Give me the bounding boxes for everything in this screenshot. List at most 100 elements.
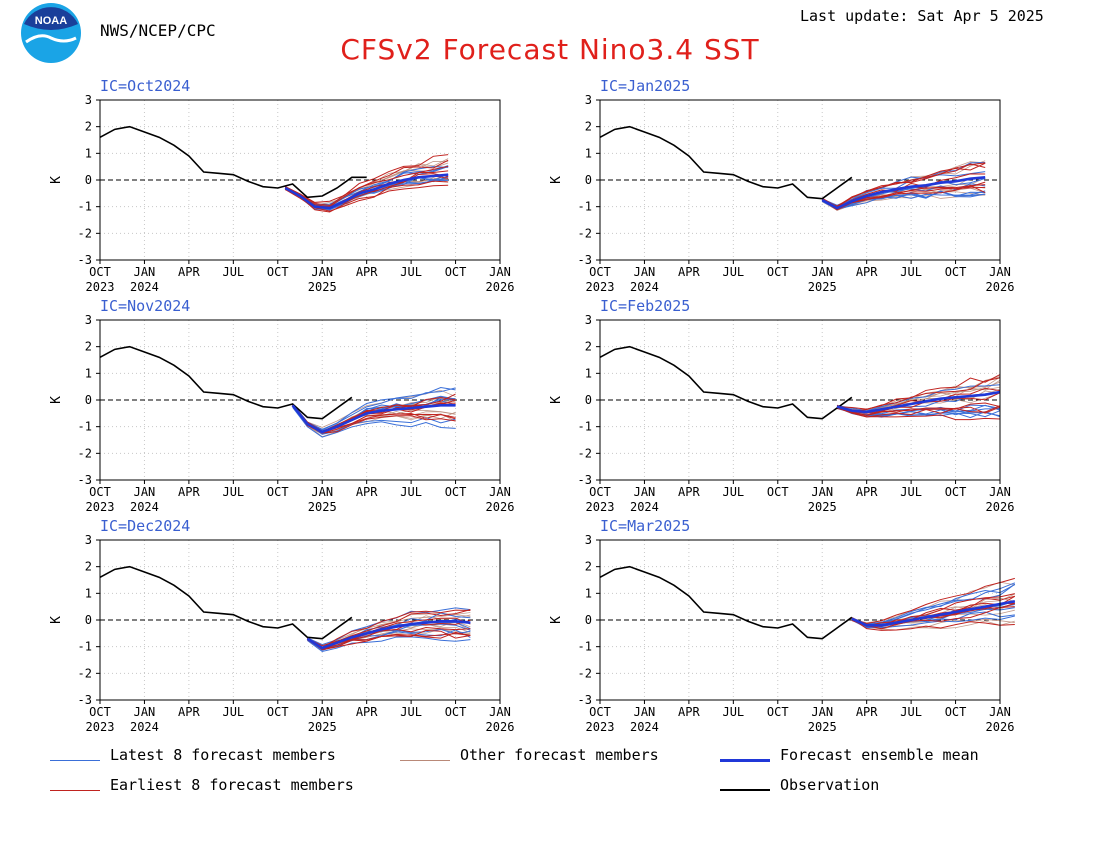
y-tick-label: -3 xyxy=(78,693,92,707)
y-tick-label: 1 xyxy=(85,586,92,600)
member-line-earliest xyxy=(851,606,1015,630)
x-tick-label: APR xyxy=(356,485,378,499)
member-line-earliest xyxy=(851,577,1015,624)
x-tick-label: APR xyxy=(178,485,200,499)
y-tick-label: 2 xyxy=(585,340,592,354)
legend-observation: Observation xyxy=(780,776,880,794)
legend-observation-swatch xyxy=(720,789,770,791)
y-tick-label: -2 xyxy=(578,226,592,240)
ensemble-mean-line xyxy=(291,404,456,434)
member-line-other xyxy=(307,614,471,648)
x-tick-label: JUL xyxy=(400,265,422,279)
x-tick-label: JAN xyxy=(989,485,1011,499)
y-tick-label: 3 xyxy=(585,93,592,107)
member-line-earliest xyxy=(836,404,1001,417)
y-tick-label: 3 xyxy=(585,533,592,547)
x-tick-year: 2024 xyxy=(130,720,159,734)
x-tick-label: JUL xyxy=(222,485,244,499)
x-tick-label: OCT xyxy=(445,705,467,719)
x-tick-label: JAN xyxy=(634,265,656,279)
x-tick-year: 2026 xyxy=(986,720,1015,734)
y-tick-label: 2 xyxy=(85,560,92,574)
y-tick-label: 1 xyxy=(585,146,592,160)
y-tick-label: 3 xyxy=(85,313,92,327)
x-tick-label: OCT xyxy=(267,265,289,279)
y-tick-label: -2 xyxy=(78,446,92,460)
plot-frame xyxy=(99,99,501,261)
x-tick-label: OCT xyxy=(589,485,611,499)
member-line-earliest xyxy=(851,593,1015,627)
y-tick-label: -2 xyxy=(578,666,592,680)
y-tick-label: 2 xyxy=(585,120,592,134)
chart-title: CFSv2 Forecast Nino3.4 SST xyxy=(340,33,760,66)
x-tick-label: OCT xyxy=(267,705,289,719)
member-line-other xyxy=(851,618,1015,631)
member-line-earliest xyxy=(836,377,1001,412)
member-line-latest xyxy=(851,615,1015,629)
member-line-other xyxy=(292,389,456,428)
legend-other-swatch xyxy=(400,760,450,761)
x-tick-label: APR xyxy=(678,705,700,719)
x-tick-label: JAN xyxy=(311,705,333,719)
x-tick-label: JAN xyxy=(134,265,156,279)
ic-label: IC=Nov2024 xyxy=(100,297,190,315)
y-tick-label: -3 xyxy=(78,253,92,267)
x-tick-year: 2024 xyxy=(630,720,659,734)
x-tick-label: OCT xyxy=(445,265,467,279)
observation-line xyxy=(599,345,853,420)
ensemble-mean-line xyxy=(851,600,1016,627)
x-tick-label: JAN xyxy=(989,705,1011,719)
plot-frame xyxy=(99,319,501,481)
member-line-earliest xyxy=(307,609,471,649)
observation-line xyxy=(99,565,353,640)
x-tick-label: JAN xyxy=(311,265,333,279)
x-tick-label: JUL xyxy=(722,705,744,719)
agency-label: NWS/NCEP/CPC xyxy=(100,21,216,40)
y-tick-label: 2 xyxy=(85,120,92,134)
y-tick-label: 2 xyxy=(585,560,592,574)
ensemble-mean-line xyxy=(306,620,471,650)
x-tick-label: JAN xyxy=(134,485,156,499)
x-tick-label: JUL xyxy=(722,485,744,499)
x-tick-label: JAN xyxy=(489,705,511,719)
x-tick-label: APR xyxy=(856,485,878,499)
observation-line xyxy=(599,125,853,200)
ensemble-mean-line xyxy=(284,173,449,210)
member-line-earliest xyxy=(836,406,1001,418)
x-tick-label: OCT xyxy=(89,485,111,499)
x-tick-label: APR xyxy=(678,485,700,499)
x-tick-year: 2023 xyxy=(586,280,615,294)
noaa-logo: NOAA xyxy=(21,3,81,63)
x-tick-year: 2024 xyxy=(130,280,159,294)
x-tick-year: 2024 xyxy=(630,280,659,294)
y-tick-label: 0 xyxy=(585,393,592,407)
y-axis-label: K xyxy=(49,396,64,404)
y-tick-label: -3 xyxy=(578,253,592,267)
y-tick-label: -2 xyxy=(78,226,92,240)
x-tick-label: OCT xyxy=(945,705,967,719)
ensemble-mean-line xyxy=(836,390,1001,414)
y-axis-label: K xyxy=(549,176,564,184)
y-tick-label: -3 xyxy=(78,473,92,487)
plot-frame xyxy=(99,539,501,701)
y-tick-label: 2 xyxy=(85,340,92,354)
x-tick-year: 2025 xyxy=(308,280,337,294)
y-axis-label: K xyxy=(49,616,64,624)
x-tick-label: JUL xyxy=(722,265,744,279)
x-tick-year: 2025 xyxy=(808,280,837,294)
legend-mean: Forecast ensemble mean xyxy=(780,746,979,764)
member-line-latest xyxy=(292,387,456,431)
last-update-label: Last update: Sat Apr 5 2025 xyxy=(800,7,1044,25)
y-tick-label: -2 xyxy=(78,666,92,680)
y-axis-label: K xyxy=(549,616,564,624)
x-tick-year: 2023 xyxy=(586,500,615,514)
legend-latest-swatch xyxy=(50,760,100,761)
x-tick-year: 2025 xyxy=(808,500,837,514)
y-tick-label: -1 xyxy=(78,640,92,654)
y-tick-label: -1 xyxy=(78,200,92,214)
observation-line xyxy=(99,345,353,420)
